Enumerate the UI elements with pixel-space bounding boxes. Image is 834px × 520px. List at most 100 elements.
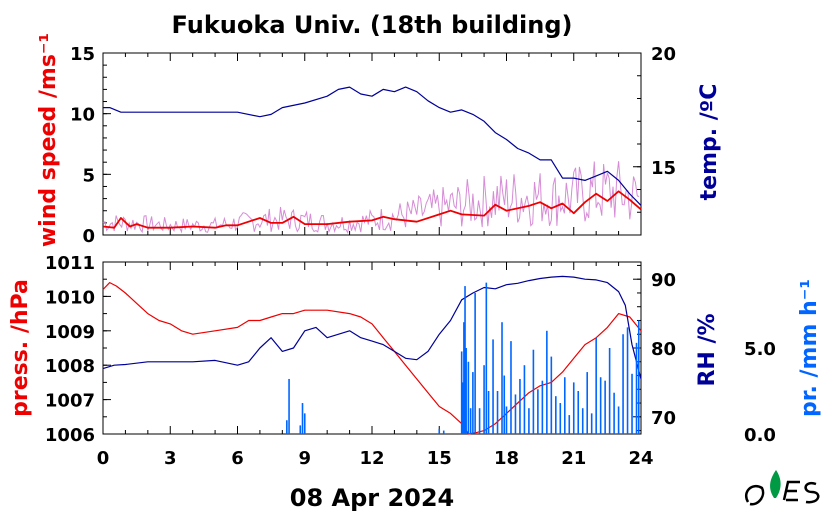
logo: [745, 470, 820, 506]
x-tick-label: 24: [628, 448, 653, 469]
precip-bar: [460, 351, 463, 434]
precip-bar: [288, 378, 290, 434]
x-tick-label: 12: [359, 448, 384, 469]
precip-bar: [555, 396, 557, 434]
precip-bar: [505, 406, 508, 434]
rh-axis-ticks: 70 80 90: [633, 264, 676, 432]
left-tick-label: 1006: [45, 425, 95, 446]
precip-bar: [568, 415, 571, 434]
precip-bar: [474, 292, 476, 434]
precip-bar: [442, 430, 445, 434]
precip-bar: [469, 408, 472, 434]
precip-bar: [463, 322, 465, 434]
precip-bar: [622, 334, 624, 434]
precip-bar: [464, 286, 466, 434]
precip-bar: [563, 377, 566, 434]
left-tick-label: 0: [82, 226, 95, 247]
series-rh: [102, 275, 642, 380]
precip-bar: [467, 361, 470, 434]
precip-bar: [487, 391, 490, 434]
x-tick-label: 3: [164, 448, 177, 469]
precip-bar: [604, 380, 606, 434]
precip-bar: [496, 391, 499, 434]
left-tick-label: 1011: [45, 253, 95, 274]
precip-bar: [577, 391, 580, 434]
series-temp: [103, 86, 642, 206]
date-label: 08 Apr 2024: [290, 484, 455, 512]
series-wind: [102, 190, 642, 229]
right-tick-label: 15: [651, 158, 676, 179]
precip-bar: [485, 282, 488, 434]
precip-bar: [613, 392, 615, 434]
left-tick-label: 1009: [45, 322, 95, 343]
precip-bar: [586, 372, 588, 434]
precip-axis-label: pr. /mm h⁻¹: [797, 279, 822, 417]
precip-bar: [286, 420, 288, 434]
precip-bar: [461, 382, 464, 434]
wind-axis-ticks: 0 5 10 15: [70, 44, 111, 247]
precip-bar: [608, 348, 611, 434]
precip-bar: [501, 322, 503, 434]
wind-axis-label: wind speed /ms⁻¹: [36, 33, 61, 247]
right-tick-label: 80: [651, 339, 676, 360]
precip-bar: [472, 372, 474, 434]
precip-bar: [532, 349, 535, 434]
precip-bar: [537, 389, 539, 434]
bottom-panel: 0 3 6 9 12 15 18 21 24 100610071008100910101011 …: [8, 253, 822, 469]
precip-bar: [301, 403, 304, 434]
bottom-x-ticks: 0 3 6 9 12 15 18 21 24: [97, 262, 654, 469]
precip-tick-label: 5.0: [744, 339, 776, 360]
right-tick-label: 90: [651, 270, 676, 291]
left-tick-label: 1008: [45, 356, 95, 377]
precip-bar: [546, 330, 548, 434]
left-tick-label: 15: [70, 44, 95, 65]
left-tick-label: 1010: [45, 287, 95, 308]
precip-bar: [528, 408, 530, 434]
precip-bar: [599, 377, 602, 434]
precip-bar: [559, 403, 562, 434]
x-tick-label: 21: [561, 448, 586, 469]
precip-bar: [590, 413, 593, 434]
logo-stroke: [745, 485, 765, 506]
precip-bar: [595, 337, 597, 434]
precip-bar: [438, 428, 441, 434]
precip-bar: [631, 373, 633, 434]
precip-bar: [617, 406, 620, 434]
logo-leaf-icon: [770, 470, 781, 498]
x-tick-label: 0: [97, 448, 110, 469]
x-tick-label: 18: [494, 448, 519, 469]
precip-axis-ticks: 0.0 5.0: [744, 339, 776, 446]
x-tick-label: 9: [298, 448, 311, 469]
precip-bar: [483, 365, 485, 434]
top-series: [102, 86, 642, 235]
rh-axis-label: RH /%: [695, 313, 720, 386]
bottom-series: [102, 275, 642, 435]
logo-letters: [782, 480, 820, 504]
precip-bar: [514, 394, 517, 434]
precip-bar: [626, 327, 629, 434]
temp-axis-label: temp. /ºC: [697, 84, 722, 201]
precip-bar: [492, 339, 494, 434]
left-tick-label: 5: [82, 165, 95, 186]
series-wind_gust: [102, 161, 640, 235]
precip-tick-label: 0.0: [744, 425, 776, 446]
precip-bar: [550, 356, 553, 434]
precip-bar: [541, 380, 544, 434]
precip-bar: [523, 365, 526, 434]
precip-bar: [303, 413, 306, 434]
chart-title: Fukuoka Univ. (18th building): [172, 11, 573, 39]
top-x-ticks: [102, 53, 642, 235]
precip-bar: [510, 341, 512, 434]
right-tick-label: 20: [651, 44, 676, 65]
x-tick-label: 15: [427, 448, 452, 469]
left-tick-label: 1007: [45, 391, 95, 412]
precip-bar: [299, 425, 302, 434]
x-tick-label: 6: [231, 448, 244, 469]
precip-bar: [478, 408, 481, 434]
left-tick-label: 10: [70, 105, 95, 126]
precip-bar: [465, 348, 467, 434]
precip-bar: [519, 378, 521, 434]
